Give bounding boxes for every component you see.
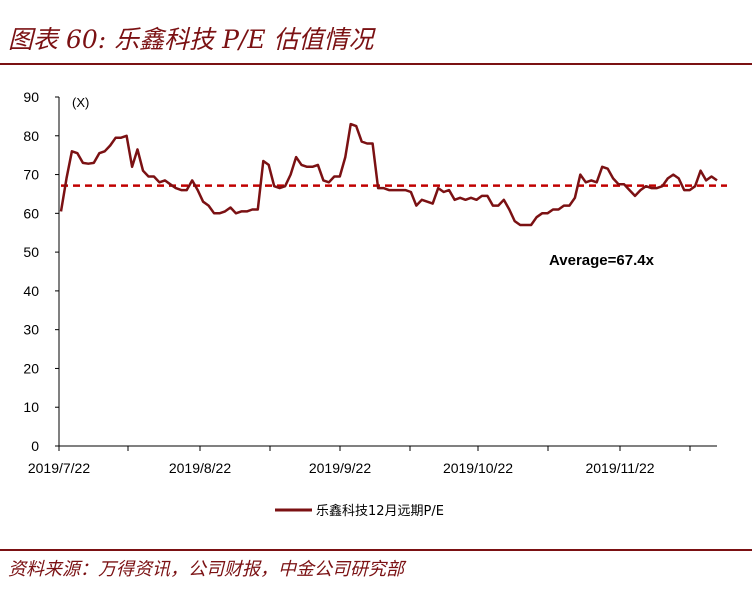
y-tick-label: 70 xyxy=(23,167,39,183)
pe-series-line xyxy=(59,122,718,227)
x-tick-label: 2019/7/22 xyxy=(28,460,90,476)
title-divider xyxy=(0,63,752,65)
y-tick-label: 40 xyxy=(23,283,39,299)
legend: 乐鑫科技12月远期P/E xyxy=(275,503,444,519)
y-tick-label: 60 xyxy=(23,205,39,221)
y-tick-label: 90 xyxy=(23,89,39,105)
average-annotation: Average=67.4x xyxy=(549,252,655,269)
legend-label: 乐鑫科技12月远期P/E xyxy=(316,503,444,519)
y-axis-ticks: 0 10 20 30 40 50 60 70 80 90 xyxy=(23,89,59,454)
x-axis-ticks: 2019/7/22 2019/8/22 2019/9/22 2019/10/22 201… xyxy=(28,446,691,476)
x-tick-label: 2019/11/22 xyxy=(585,460,654,476)
y-tick-label: 0 xyxy=(31,438,39,454)
y-tick-label: 80 xyxy=(23,128,39,144)
y-tick-label: 10 xyxy=(23,399,39,415)
x-tick-label: 2019/8/22 xyxy=(169,460,231,476)
y-tick-label: 50 xyxy=(23,244,39,260)
y-tick-label: 20 xyxy=(23,360,39,376)
source-note: 资料来源：万得资讯，公司财报，中金公司研究部 xyxy=(8,559,404,580)
x-tick-label: 2019/9/22 xyxy=(309,460,371,476)
source-divider xyxy=(0,549,752,551)
y-unit-label: (X) xyxy=(72,95,89,110)
x-tick-label: 2019/10/22 xyxy=(443,460,513,476)
y-tick-label: 30 xyxy=(23,322,39,338)
chart-title: 图表 60: 乐鑫科技 P/E 估值情况 xyxy=(8,25,374,54)
